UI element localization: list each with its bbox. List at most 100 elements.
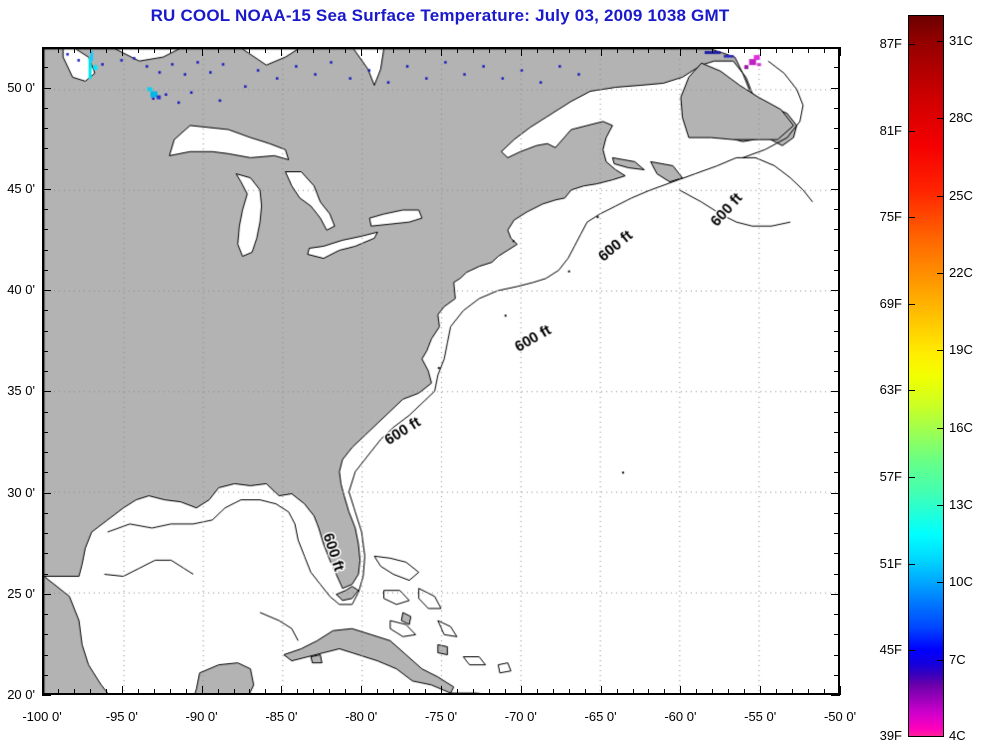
x-tick	[425, 47, 427, 53]
y-tick	[42, 431, 48, 433]
x-tick	[504, 47, 506, 53]
colorbar-tick-celsius	[937, 504, 944, 506]
x-tick	[169, 47, 171, 53]
y-tick	[42, 310, 48, 312]
x-tick	[329, 47, 331, 53]
y-tick	[831, 290, 840, 291]
y-tick	[834, 512, 840, 514]
y-tick	[834, 533, 840, 534]
x-tick	[616, 47, 618, 53]
x-tick	[552, 47, 554, 53]
temperature-colorbar[interactable]	[908, 15, 944, 737]
y-tick	[834, 573, 840, 575]
x-tick	[824, 47, 826, 53]
x-tick	[233, 689, 235, 695]
x-tick	[584, 689, 586, 695]
x-tick	[456, 689, 458, 695]
y-axis-label: 20 0'	[7, 687, 35, 702]
x-tick	[42, 686, 43, 695]
x-tick	[664, 47, 666, 53]
x-tick	[712, 47, 714, 53]
x-tick	[425, 689, 427, 695]
y-tick	[42, 391, 51, 393]
x-tick	[744, 689, 746, 695]
y-tick	[42, 188, 51, 190]
y-tick	[42, 269, 48, 271]
x-tick	[488, 47, 490, 53]
colorbar-label-celsius: 4C	[949, 728, 966, 743]
x-tick	[377, 47, 379, 53]
x-tick	[712, 689, 714, 695]
y-tick	[42, 371, 48, 372]
y-tick	[834, 330, 840, 332]
colorbar-label-fahrenheit: 63F	[879, 382, 902, 398]
colorbar-label-celsius: 7C	[949, 651, 966, 667]
y-tick	[42, 634, 48, 636]
page-title: RU COOL NOAA-15 Sea Surface Temperature:…	[150, 6, 730, 25]
x-tick	[105, 47, 107, 53]
colorbar-tick-fahrenheit	[908, 736, 915, 737]
colorbar-label-fahrenheit: 75F	[879, 209, 902, 225]
x-tick	[393, 47, 395, 53]
y-tick	[42, 148, 48, 150]
x-tick	[153, 689, 155, 695]
colorbar-tick-fahrenheit	[908, 650, 915, 652]
colorbar-label-celsius: 10C	[949, 574, 973, 590]
x-tick	[57, 47, 59, 53]
y-tick	[42, 67, 48, 69]
colorbar-label-celsius: 28C	[949, 110, 973, 126]
y-tick	[42, 209, 48, 210]
colorbar-label-fahrenheit: 69F	[879, 295, 902, 311]
y-tick	[834, 472, 840, 474]
colorbar-tick-fahrenheit	[908, 130, 915, 132]
map-plot-area[interactable]	[42, 47, 840, 695]
x-tick	[121, 47, 123, 56]
x-tick	[808, 689, 810, 695]
x-tick	[233, 47, 235, 53]
x-tick	[441, 47, 442, 56]
colorbar-label-fahrenheit: 57F	[879, 469, 902, 485]
y-tick	[831, 492, 840, 494]
y-tick	[42, 674, 48, 676]
y-tick	[42, 47, 48, 48]
x-tick	[249, 689, 251, 695]
y-tick	[834, 553, 840, 555]
y-tick	[42, 168, 48, 170]
x-tick	[217, 47, 219, 53]
colorbar-label-fahrenheit: 39F	[879, 728, 902, 743]
y-axis-label: 25 0'	[7, 585, 35, 601]
colorbar-label-fahrenheit: 51F	[879, 555, 902, 571]
x-tick	[648, 689, 650, 695]
sst-map-canvas[interactable]	[44, 49, 838, 693]
x-tick	[792, 47, 794, 53]
x-tick	[568, 689, 570, 695]
x-tick	[249, 47, 251, 53]
x-tick	[313, 689, 315, 695]
x-tick	[137, 689, 139, 695]
x-tick	[345, 689, 347, 695]
colorbar-tick-fahrenheit	[908, 477, 915, 479]
y-tick	[42, 553, 48, 555]
x-tick	[776, 689, 778, 695]
y-tick	[42, 533, 48, 534]
y-axis-label: 45 0'	[7, 180, 35, 196]
x-tick	[488, 689, 490, 695]
colorbar-tick-celsius	[937, 427, 944, 429]
x-tick	[744, 47, 746, 53]
colorbar-tick-fahrenheit	[908, 390, 915, 392]
x-tick	[600, 686, 602, 695]
x-tick	[297, 689, 299, 695]
x-tick	[824, 689, 826, 695]
x-tick	[680, 47, 682, 56]
x-tick	[616, 689, 618, 695]
y-tick	[42, 350, 48, 352]
colorbar-tick-celsius	[937, 118, 944, 120]
y-tick	[42, 614, 48, 615]
y-tick	[42, 593, 51, 595]
y-tick	[834, 634, 840, 636]
x-tick	[632, 47, 634, 53]
x-tick	[169, 689, 171, 695]
y-tick	[834, 249, 840, 251]
x-tick	[456, 47, 458, 53]
x-tick	[57, 689, 59, 695]
